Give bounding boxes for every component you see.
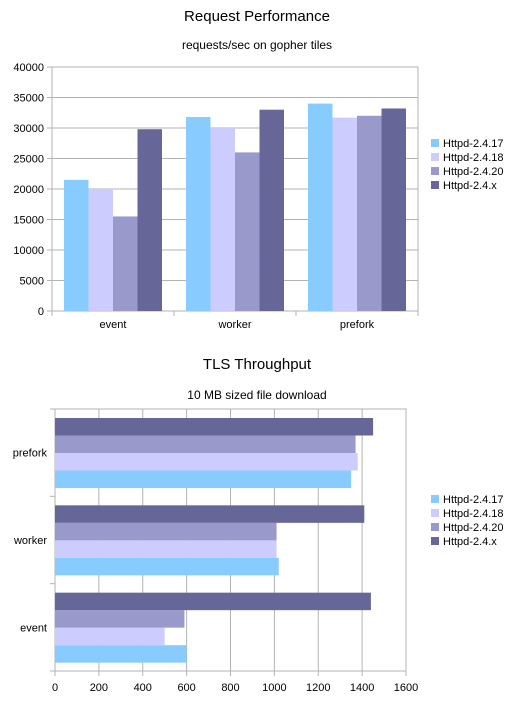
x-tick-label: 1000: [262, 682, 286, 694]
request-performance-svg: Request Performance requests/sec on goph…: [13, 8, 504, 331]
legend-swatch: [431, 495, 439, 503]
bar: [55, 645, 187, 663]
y-tick-label: 20000: [13, 184, 44, 196]
bar: [55, 540, 277, 558]
bar: [210, 128, 235, 311]
x-category-label: event: [100, 319, 127, 331]
x-category-label: prefork: [340, 319, 375, 331]
bar: [55, 505, 365, 523]
bar: [55, 418, 374, 436]
tls-throughput-svg: TLS Throughput 10 MB sized file download…: [13, 356, 504, 694]
y-tick-label: 15000: [13, 215, 44, 227]
legend-swatch: [431, 153, 439, 161]
legend-swatch: [431, 167, 439, 175]
y-category-label: prefork: [13, 448, 48, 460]
legend-swatch: [431, 139, 439, 147]
chart-title: Request Performance: [184, 8, 330, 25]
bar: [259, 109, 284, 311]
y-tick-label: 25000: [13, 154, 44, 166]
x-tick-label: 0: [52, 682, 58, 694]
x-tick-label: 1600: [394, 682, 418, 694]
x-tick-label: 400: [134, 682, 152, 694]
legend-label: Httpd-2.4.x: [443, 180, 497, 192]
legend-label: Httpd-2.4.18: [443, 152, 504, 164]
y-category-label: worker: [13, 535, 47, 547]
bar: [186, 117, 211, 312]
y-tick-label: 35000: [13, 93, 44, 105]
y-tick-label: 0: [38, 306, 44, 318]
bar: [308, 103, 333, 311]
chart-subtitle: 10 MB sized file download: [187, 388, 326, 402]
y-tick-label: 10000: [13, 245, 44, 257]
bar: [137, 129, 162, 311]
bar: [55, 557, 279, 576]
y-tick-label: 5000: [20, 276, 44, 288]
bar: [332, 117, 357, 311]
x-tick-label: 600: [177, 682, 195, 694]
legend-label: Httpd-2.4.18: [443, 508, 504, 520]
legend-label: Httpd-2.4.x: [443, 536, 497, 548]
legend-swatch: [431, 509, 439, 517]
chart-title: TLS Throughput: [203, 356, 312, 373]
bar: [381, 108, 406, 311]
x-tick-label: 1400: [350, 682, 374, 694]
bar: [55, 470, 352, 488]
bar: [235, 152, 260, 311]
legend-label: Httpd-2.4.17: [443, 494, 504, 506]
legend-swatch: [431, 523, 439, 531]
legend-label: Httpd-2.4.20: [443, 166, 504, 178]
chart-subtitle: requests/sec on gopher tiles: [182, 38, 332, 52]
legend-swatch: [431, 181, 439, 189]
x-tick-label: 200: [90, 682, 108, 694]
bar: [55, 627, 165, 646]
bar: [64, 179, 89, 311]
bar: [357, 115, 382, 311]
bar: [55, 522, 277, 541]
request-performance-chart: Request Performance requests/sec on goph…: [0, 0, 514, 345]
bar: [55, 592, 371, 611]
legend-label: Httpd-2.4.17: [443, 138, 504, 150]
bar: [55, 435, 356, 453]
bar: [113, 216, 138, 311]
x-category-label: worker: [217, 319, 251, 331]
y-category-label: event: [20, 622, 47, 634]
x-tick-label: 800: [221, 682, 239, 694]
legend-label: Httpd-2.4.20: [443, 522, 504, 534]
tls-throughput-chart: TLS Throughput 10 MB sized file download…: [0, 345, 514, 697]
y-tick-label: 40000: [13, 62, 44, 74]
bar: [55, 453, 358, 471]
x-tick-label: 1200: [306, 682, 330, 694]
bar: [55, 610, 185, 628]
bar: [88, 189, 113, 311]
y-tick-label: 30000: [13, 123, 44, 135]
legend-swatch: [431, 537, 439, 545]
